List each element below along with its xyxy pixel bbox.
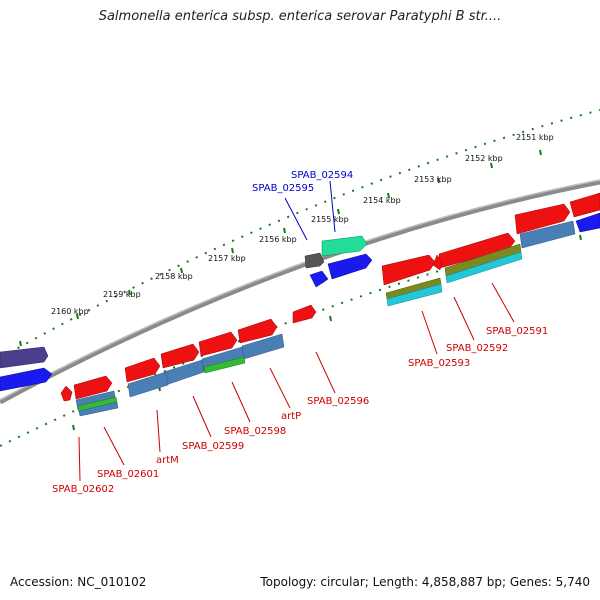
gene-label-SPAB_02599: SPAB_02599 [182,441,244,452]
gene-red-c1 [237,318,278,344]
gene-teal-2594 [321,235,368,257]
right-domain-bars [385,220,576,307]
cyan-bar-2 [445,251,523,284]
scale-label-2160: 2160 kbp [51,307,89,316]
gene-label-artP: artP [281,411,301,422]
scale-label-2159: 2159 kbp [103,290,141,299]
scale-label-2155: 2155 kbp [311,215,349,224]
scale-label-2152: 2152 kbp [465,154,503,163]
gene-red-c2 [198,331,238,357]
leader-artP [269,367,291,409]
scale-label-2153: 2153 kbp [414,175,452,184]
accession-text: Accession: NC_010102 [10,575,147,589]
steel-bar-c4 [127,371,169,398]
gene-blue-right-edge [575,212,600,233]
gene-label-SPAB_02595: SPAB_02595 [252,183,314,194]
gene-red-small-right [432,254,443,271]
leader-2599 [192,395,212,438]
center-features [292,235,373,324]
gene-red-c3 [160,343,200,369]
gene-label-SPAB_02596: SPAB_02596 [307,396,369,407]
genome-backbone [0,179,600,405]
scale-label-2156: 2156 kbp [259,235,297,244]
gene-labels: SPAB_02594 SPAB_02595 SPAB_02591 SPAB_02… [52,170,548,495]
gene-red-r4 [569,192,600,218]
gene-red-c4 [124,357,161,383]
genome-summary-text: Topology: circular; Length: 4,858,887 bp… [260,575,590,589]
gene-red-2596 [292,304,317,324]
leader-2595 [284,197,308,241]
scale-label-2157: 2157 kbp [208,254,246,263]
gene-label-SPAB_02592: SPAB_02592 [446,343,508,354]
outer-ring-ticks [19,149,542,347]
gene-label-SPAB_02593: SPAB_02593 [408,358,470,369]
gene-blue-center [327,253,373,280]
gene-blue-left [0,367,53,392]
scale-labels: 2151 kbp 2152 kbp 2153 kbp 2154 kbp 2155… [51,133,554,316]
gene-label-artM: artM [156,455,179,466]
cyan-bar-1 [386,283,443,307]
gene-label-SPAB_02598: SPAB_02598 [224,426,286,437]
gene-red-c5 [73,375,113,400]
leader-2598 [231,381,251,423]
leader-2602 [78,436,81,482]
left-center-genes [60,318,285,417]
leader-2596 [315,351,336,394]
scale-label-2158: 2158 kbp [155,272,193,281]
gene-gray-2595 [304,252,325,269]
gene-label-SPAB_02594: SPAB_02594 [291,170,353,181]
gene-label-SPAB_02602: SPAB_02602 [52,484,114,495]
gene-red-c6 [60,385,73,402]
leader-2592 [453,296,475,341]
gene-purple-left [0,346,49,369]
gene-label-SPAB_02601: SPAB_02601 [97,469,159,480]
right-red-genes [381,192,600,286]
leader-2593 [421,310,438,355]
gene-red-r3 [514,203,571,235]
leader-artM [156,409,161,453]
label-leader-lines [78,180,515,482]
genome-backbone-highlight [0,179,600,401]
leader-2601 [103,426,125,466]
scale-label-2154: 2154 kbp [363,196,401,205]
steel-bar-right [519,220,576,249]
left-track-features [0,346,53,392]
scale-label-2151: 2151 kbp [516,133,554,142]
leader-2594 [329,180,336,233]
gene-red-r1 [381,254,436,286]
leader-2591 [491,282,515,323]
organism-title: Salmonella enterica subsp. enterica sero… [98,9,502,24]
steel-bar-c5b [78,401,119,417]
gene-label-SPAB_02591: SPAB_02591 [486,326,548,337]
green-bar-c2 [203,356,246,374]
gene-blue-small [309,270,329,288]
